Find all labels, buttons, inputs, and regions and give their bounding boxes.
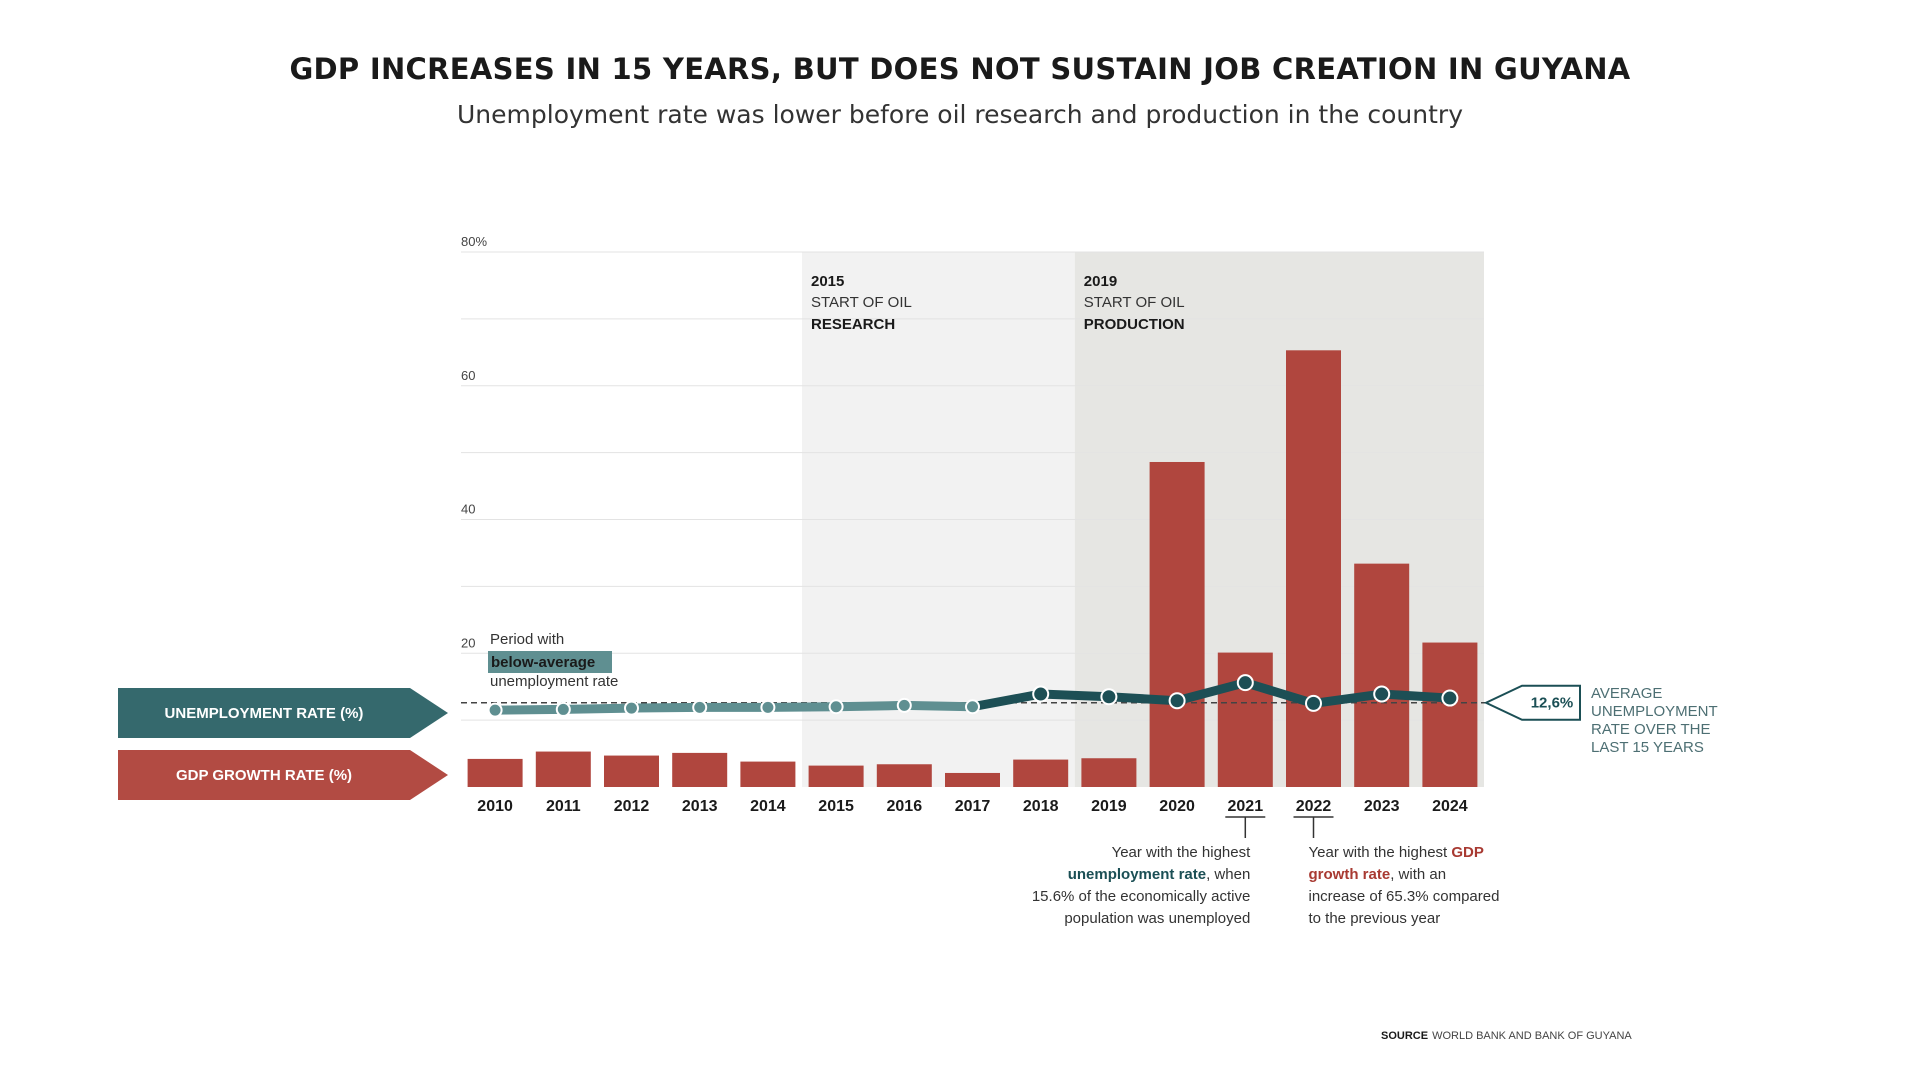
unemployment-point-2010 <box>487 702 503 718</box>
gdp-bar-2014 <box>740 761 796 787</box>
source-note: SOURCE WORLD BANK AND BANK OF GUYANA <box>1381 1030 1632 1042</box>
unemployment-line-above-average <box>968 678 1455 712</box>
gdp-bar-2010 <box>467 758 523 787</box>
chart-title: GDP INCREASES IN 15 YEARS, BUT DOES NOT … <box>289 52 1631 86</box>
production-period-line2: PRODUCTION <box>1084 316 1185 333</box>
gdp-bar-2017 <box>945 772 1000 787</box>
unemployment-point-2023 <box>1373 685 1391 703</box>
unemployment-peak-note-line2: unemployment rate, when <box>1068 866 1251 883</box>
unemployment-peak-note-line3: 15.6% of the economically active <box>1032 888 1250 905</box>
y-tick-label: 20 <box>461 635 475 650</box>
gdp-peak-after-bold2: , with an <box>1390 866 1446 883</box>
research-period-line1: START OF OIL <box>811 294 912 311</box>
unemployment-point-2015 <box>828 699 844 715</box>
x-tick-label-2012: 2012 <box>614 798 650 815</box>
average-label-line: LAST 15 YEARS <box>1591 739 1704 756</box>
x-tick-label-2024: 2024 <box>1432 798 1468 815</box>
research-period-line2: RESEARCH <box>811 316 895 333</box>
unemployment-point-2013 <box>692 699 708 715</box>
gdp-bar-2021 <box>1217 652 1273 787</box>
unemployment-point-2014 <box>760 699 776 715</box>
unemployment-point-2024 <box>1441 689 1459 707</box>
gdp-peak-note-line3: increase of 65.3% compared <box>1309 888 1500 905</box>
unemployment-peak-after-bold: , when <box>1206 866 1250 883</box>
research-period-year: 2015 <box>811 273 844 290</box>
gdp-peak-note-line4: to the previous year <box>1309 910 1441 927</box>
gdp-bar-2022 <box>1286 350 1341 787</box>
x-tick-label-2016: 2016 <box>887 798 923 815</box>
y-tick-label: 40 <box>461 502 475 517</box>
x-tick-label-2019: 2019 <box>1091 798 1127 815</box>
gdp-peak-bold1: GDP <box>1451 844 1484 861</box>
chart-subtitle: Unemployment rate was lower before oil r… <box>457 100 1463 129</box>
unemployment-point-2021 <box>1236 674 1254 692</box>
gdp-peak-bold2: growth rate <box>1309 866 1391 883</box>
unemployment-line-below-average <box>490 700 977 715</box>
unemployment-point-2011 <box>555 701 571 717</box>
average-label-line: AVERAGE <box>1591 685 1662 702</box>
gdp-bar-2018 <box>1013 759 1069 787</box>
unemployment-point-2018 <box>1032 685 1050 703</box>
unemployment-point-2012 <box>624 700 639 716</box>
unemployment-point-2019 <box>1100 688 1118 706</box>
production-period-line1: START OF OIL <box>1084 294 1185 311</box>
source-text: WORLD BANK AND BANK OF GUYANA <box>1432 1030 1632 1042</box>
gdp-bar-2012 <box>604 755 659 787</box>
unemployment-peak-bold: unemployment rate <box>1068 866 1206 883</box>
x-tick-label-2023: 2023 <box>1364 798 1400 815</box>
x-tick-label-2018: 2018 <box>1023 798 1059 815</box>
gdp-bar-2019 <box>1081 758 1137 787</box>
y-tick-label: 80% <box>461 234 487 249</box>
unemployment-legend-arrow <box>118 688 448 738</box>
gdp-bar-2011 <box>535 751 591 787</box>
average-label-line: UNEMPLOYMENT <box>1591 703 1718 720</box>
below-average-highlight: below-average <box>491 654 595 671</box>
unemployment-legend-label: UNEMPLOYMENT RATE (%) <box>165 705 364 722</box>
gdp-peak-note-line2: growth rate, with an <box>1309 866 1447 883</box>
unemployment-peak-note-line1: Year with the highest <box>1112 844 1252 861</box>
gdp-bar-2013 <box>672 752 728 787</box>
below-average-note-line3: unemployment rate <box>490 673 618 690</box>
average-label-line: RATE OVER THE <box>1591 721 1710 738</box>
unemployment-peak-note-line4: population was unemployed <box>1064 910 1250 927</box>
gdp-bar-2016 <box>876 764 932 787</box>
unemployment-point-2020 <box>1168 692 1186 710</box>
y-tick-label: 60 <box>461 368 475 383</box>
unemployment-point-2017 <box>965 699 980 715</box>
x-tick-label-2020: 2020 <box>1159 798 1195 815</box>
gdp-legend-label: GDP GROWTH RATE (%) <box>176 767 352 784</box>
unemployment-point-2016 <box>896 697 912 713</box>
average-value-label: 12,6% <box>1531 695 1574 712</box>
gdp-bar-2023 <box>1354 563 1410 787</box>
x-tick-label-2021: 2021 <box>1228 798 1264 815</box>
source-label: SOURCE <box>1381 1030 1428 1042</box>
gdp-peak-prefix: Year with the highest <box>1309 844 1452 861</box>
x-tick-label-2013: 2013 <box>682 798 718 815</box>
gdp-peak-note-line1: Year with the highest GDP <box>1309 844 1484 861</box>
x-tick-label-2022: 2022 <box>1296 798 1332 815</box>
x-tick-label-2011: 2011 <box>546 798 581 815</box>
x-tick-label-2017: 2017 <box>955 798 991 815</box>
below-average-note-line1: Period with <box>490 631 564 648</box>
gdp-bar-2015 <box>808 765 864 787</box>
x-tick-label-2014: 2014 <box>750 798 786 815</box>
unemployment-point-2022 <box>1305 694 1322 712</box>
x-tick-label-2015: 2015 <box>818 798 854 815</box>
gdp-bar-2024 <box>1422 642 1478 787</box>
x-tick-label-2010: 2010 <box>477 798 513 815</box>
gdp-legend-arrow <box>118 750 448 800</box>
average-value-callout <box>1483 684 1581 721</box>
production-period-year: 2019 <box>1084 273 1117 290</box>
gdp-bar-2020 <box>1149 461 1205 787</box>
below-average-highlight-bg <box>488 651 612 673</box>
